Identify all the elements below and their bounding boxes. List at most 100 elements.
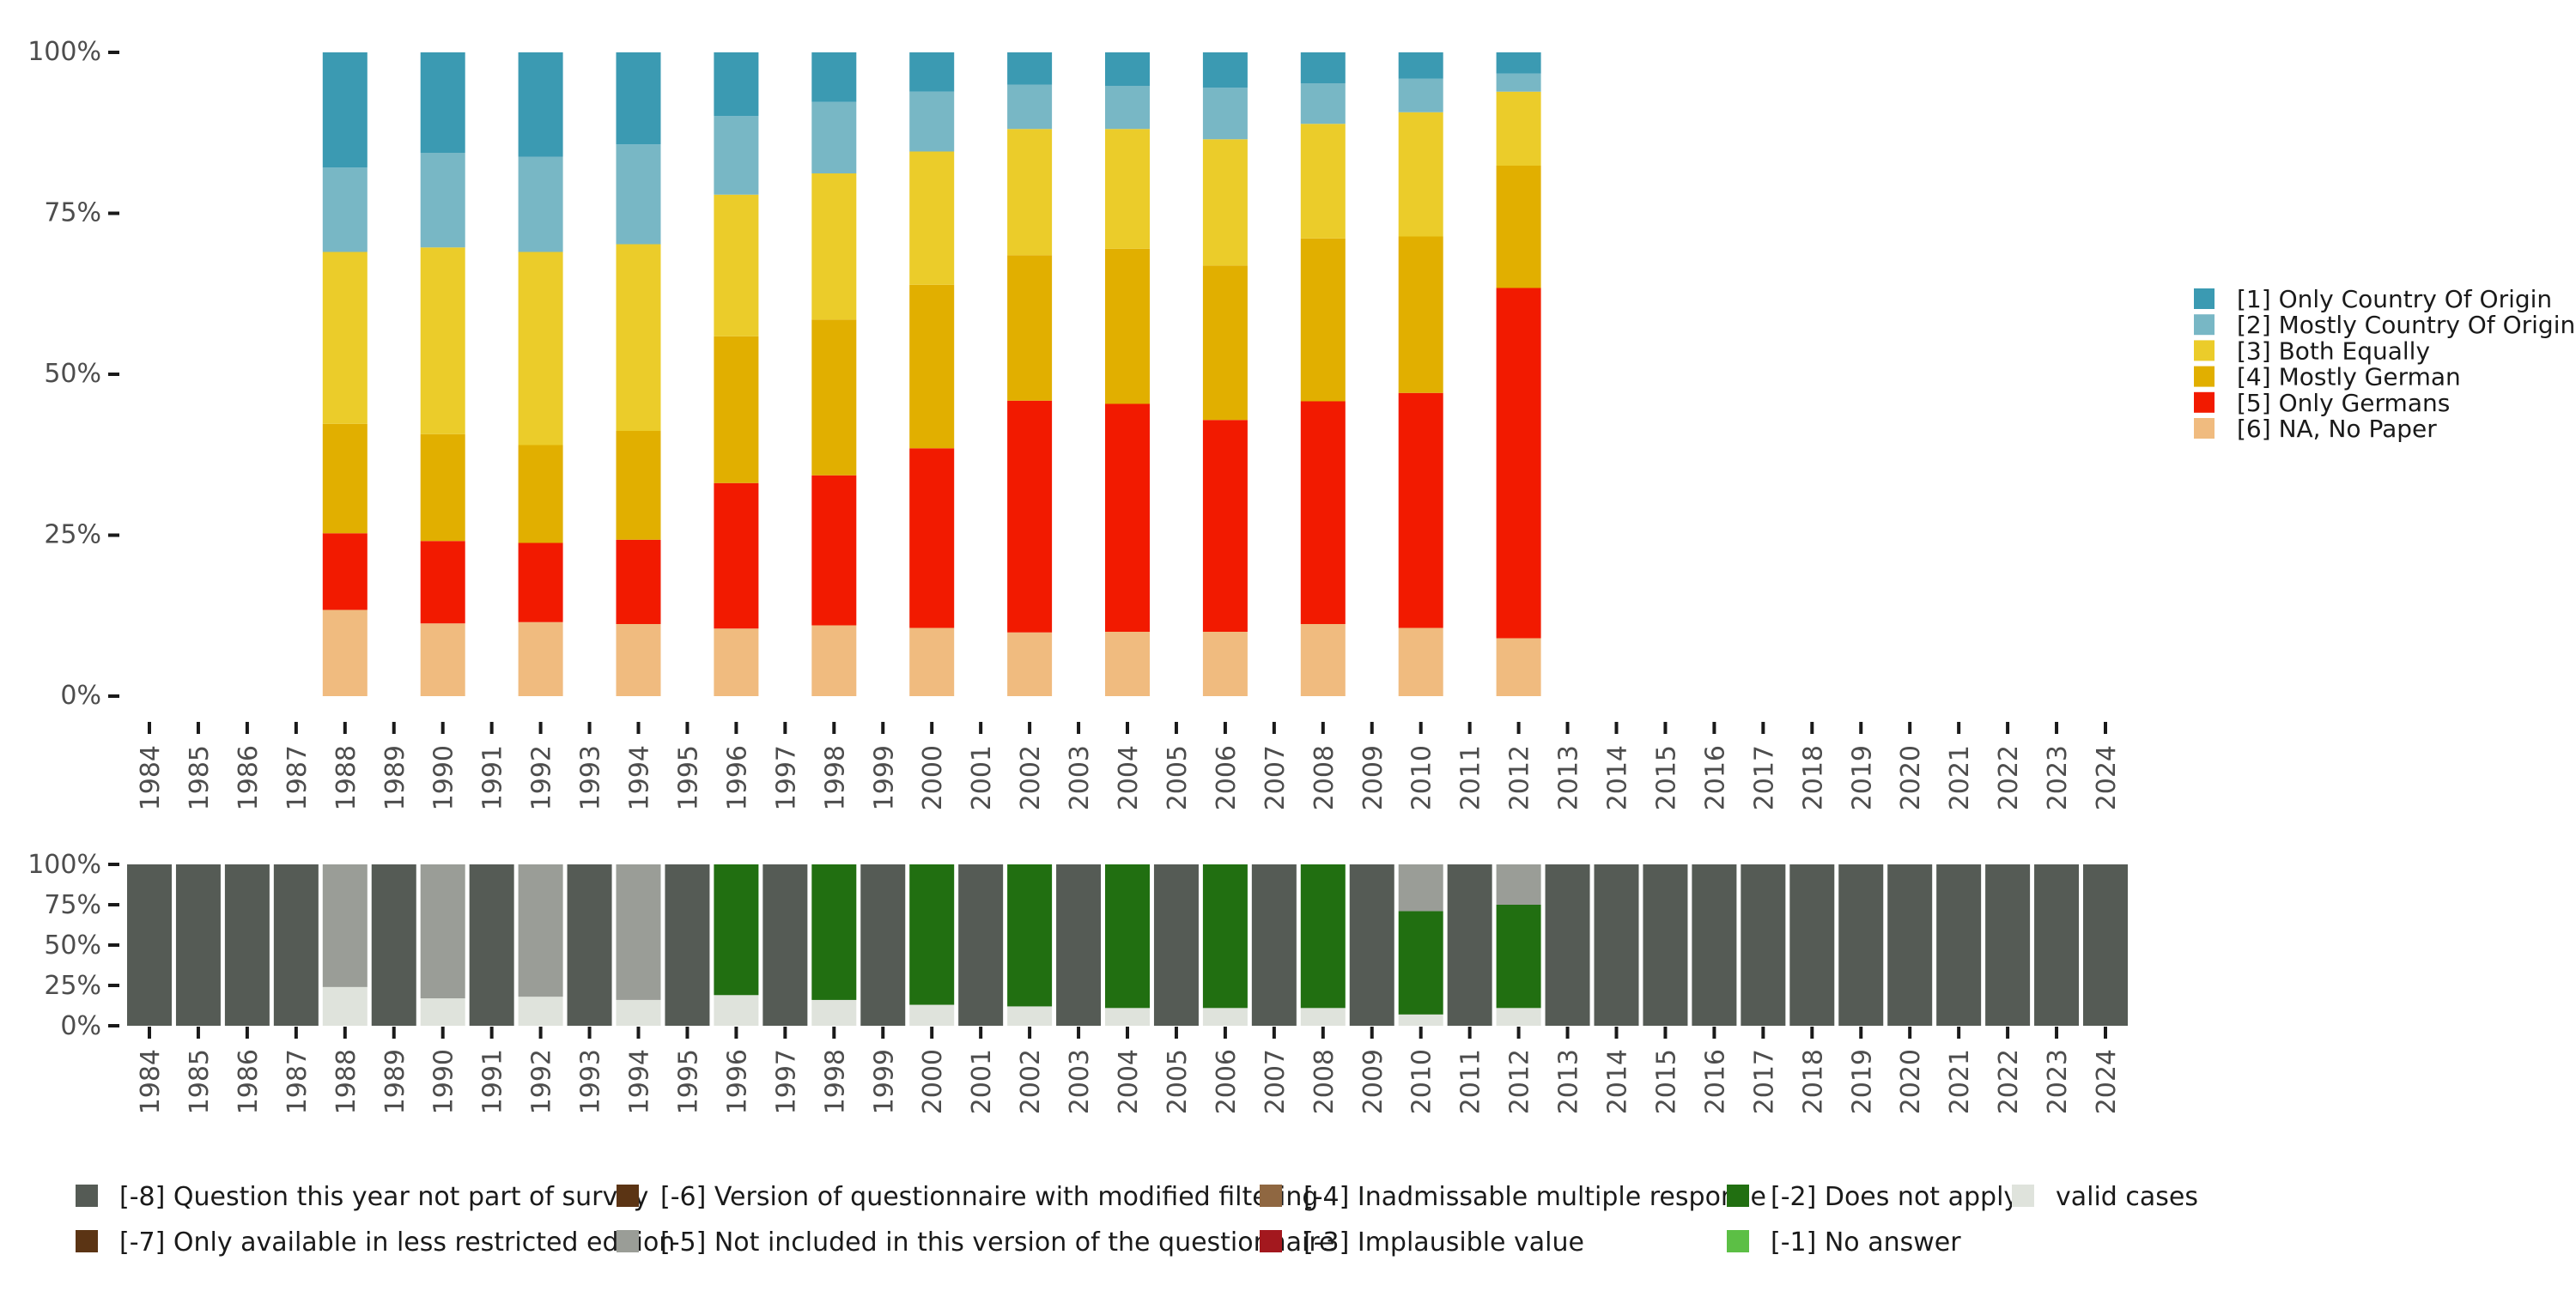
main-x-tick-label: 1996 [722, 745, 752, 810]
main-x-tick-label: 1993 [576, 745, 606, 810]
bar-1996-4-mostly-german [714, 336, 759, 483]
missing-y-tick-label: 25% [44, 971, 101, 1001]
bar-2012-4-mostly-german [1496, 166, 1541, 288]
main-y-tick-label: 50% [44, 359, 101, 389]
main-x-tick-label: 1998 [820, 745, 850, 810]
missing-bar-1997-8-question-this-year-not-part-of-survey [762, 864, 808, 1026]
main-x-tick-label: 1989 [380, 745, 410, 810]
missing-bar-1986-8-question-this-year-not-part-of-survey [224, 864, 270, 1026]
bar-1988-6-na-no-paper [322, 609, 368, 696]
legend-label-3-both-equally: [3] Both Equally [2237, 336, 2430, 365]
legend-label-2-mostly-country-of-origin: [2] Mostly Country Of Origin [2237, 311, 2575, 339]
bar-1996-3-both-equally [714, 194, 759, 336]
missing-bar-2010-2-does-not-apply [1398, 911, 1443, 1015]
bar-1988-4-mostly-german [322, 423, 368, 534]
main-x-tick-label: 1987 [283, 745, 313, 810]
missing-y-tick-label: 50% [44, 930, 101, 961]
missing-bar-2010-valid-cases [1398, 1014, 1443, 1026]
bar-1990-3-both-equally [420, 247, 465, 434]
missing-x-tick-label: 2008 [1309, 1049, 1340, 1114]
bar-2008-5-only-germans [1300, 401, 1346, 624]
missing-bar-1988-valid-cases [322, 986, 368, 1026]
missing-bar-2004-2-does-not-apply [1105, 864, 1150, 1009]
missing-legend-label-1-no-answer: [-1] No answer [1771, 1227, 1961, 1258]
bar-2004-2-mostly-country-of-origin [1105, 86, 1150, 130]
main-x-tick-label: 2011 [1456, 745, 1486, 810]
bar-2002-5-only-germans [1007, 400, 1053, 633]
main-y-tick-label: 25% [44, 520, 101, 550]
missing-bar-1990-5-not-included-in-this-version-of-the-questionnaire [420, 864, 465, 999]
bar-1990-4-mostly-german [420, 433, 465, 542]
legend-label-4-mostly-german: [4] Mostly German [2237, 363, 2461, 391]
legend-label-5-only-germans: [5] Only Germans [2237, 389, 2450, 417]
bar-1994-3-both-equally [616, 244, 661, 431]
bar-1988-1-only-country-of-origin [322, 52, 368, 168]
missing-bar-1996-2-does-not-apply [714, 864, 759, 996]
main-x-tick-label: 1984 [136, 745, 166, 810]
bar-1998-6-na-no-paper [811, 625, 857, 696]
missing-x-tick-label: 1999 [869, 1049, 899, 1114]
missing-x-tick-label: 2015 [1651, 1049, 1681, 1114]
main-x-tick-label: 2023 [2043, 745, 2073, 810]
bar-1992-6-na-no-paper [518, 621, 563, 696]
missing-x-tick-label: 2023 [2043, 1049, 2073, 1114]
missing-bar-2022-8-question-this-year-not-part-of-survey [1985, 864, 2031, 1026]
legend-swatch-2-mostly-country-of-origin [2194, 314, 2215, 336]
missing-x-tick-label: 2001 [967, 1049, 997, 1114]
bar-1998-4-mostly-german [811, 319, 857, 476]
bar-2008-6-na-no-paper [1300, 624, 1346, 696]
main-x-tick-label: 2008 [1309, 745, 1340, 810]
missing-y-tick-label: 0% [60, 1011, 101, 1041]
bar-2008-1-only-country-of-origin [1300, 52, 1346, 83]
missing-x-tick-label: 2016 [1700, 1049, 1730, 1114]
bar-2008-4-mostly-german [1300, 238, 1346, 402]
missing-bar-1998-valid-cases [811, 999, 857, 1026]
bar-1990-2-mostly-country-of-origin [420, 153, 465, 248]
main-x-tick-label: 1995 [673, 745, 703, 810]
bar-2012-1-only-country-of-origin [1496, 52, 1541, 74]
main-x-tick-label: 1988 [331, 745, 361, 810]
missing-legend-label-8-question-this-year-not-part-of-survey: [-8] Question this year not part of surv… [119, 1182, 648, 1212]
missing-y-tick-label: 100% [27, 850, 101, 880]
main-x-tick-label: 2022 [1994, 745, 2024, 810]
legend-swatch-3-both-equally [2194, 340, 2215, 361]
missing-x-tick-label: 1991 [478, 1049, 508, 1114]
legend-label-1-only-country-of-origin: [1] Only Country Of Origin [2237, 285, 2552, 313]
main-x-tick-label: 2002 [1016, 745, 1046, 810]
missing-legend-label-4-inadmissable-multiple-response: [-4] Inadmissable multiple response [1303, 1182, 1766, 1212]
legend-swatch-5-only-germans [2194, 391, 2215, 413]
main-x-tick-label: 1999 [869, 745, 899, 810]
bar-2000-1-only-country-of-origin [909, 52, 955, 92]
bar-1996-1-only-country-of-origin [714, 52, 759, 117]
missing-legend-label-5-not-included-in-this-version-of-the-questionnaire: [-5] Not included in this version of the… [660, 1227, 1335, 1258]
main-x-tick-label: 1991 [478, 745, 508, 810]
missing-bar-2012-valid-cases [1496, 1008, 1541, 1026]
main-x-tick-label: 2021 [1945, 745, 1975, 810]
bar-2010-6-na-no-paper [1398, 627, 1443, 696]
missing-x-tick-label: 2007 [1261, 1049, 1291, 1114]
missing-legend-swatch-7-only-available-in-less-restricted-edition [76, 1230, 98, 1252]
main-y-tick-label: 100% [27, 37, 101, 67]
main-x-tick-label: 1994 [625, 745, 655, 810]
missing-bar-1996-valid-cases [714, 995, 759, 1026]
bar-2006-1-only-country-of-origin [1202, 52, 1248, 88]
main-x-tick-label: 2006 [1212, 745, 1242, 810]
main-x-tick-label: 2015 [1651, 745, 1681, 810]
bar-1998-1-only-country-of-origin [811, 52, 857, 102]
bar-2006-5-only-germans [1202, 420, 1248, 632]
missing-bar-2013-8-question-this-year-not-part-of-survey [1545, 864, 1590, 1026]
missing-legend-label-7-only-available-in-less-restricted-edition: [-7] Only available in less restricted e… [119, 1227, 675, 1258]
missing-x-tick-label: 2004 [1114, 1049, 1144, 1114]
bar-1994-5-only-germans [616, 539, 661, 624]
missing-legend-label-6-version-of-questionnaire-with-modified-filtering: [-6] Version of questionnaire with modif… [660, 1182, 1318, 1212]
missing-bar-2020-8-question-this-year-not-part-of-survey [1887, 864, 1933, 1026]
missing-x-tick-label: 1993 [576, 1049, 606, 1114]
missing-legend-label-valid-cases: valid cases [2056, 1182, 2198, 1212]
bar-2010-3-both-equally [1398, 112, 1443, 237]
bar-2006-2-mostly-country-of-origin [1202, 88, 1248, 140]
missing-x-tick-label: 1986 [234, 1049, 264, 1114]
bar-2008-3-both-equally [1300, 124, 1346, 239]
missing-bar-2008-2-does-not-apply [1300, 864, 1346, 1009]
bar-2000-6-na-no-paper [909, 627, 955, 696]
missing-bar-2010-5-not-included-in-this-version-of-the-questionnaire [1398, 864, 1443, 912]
